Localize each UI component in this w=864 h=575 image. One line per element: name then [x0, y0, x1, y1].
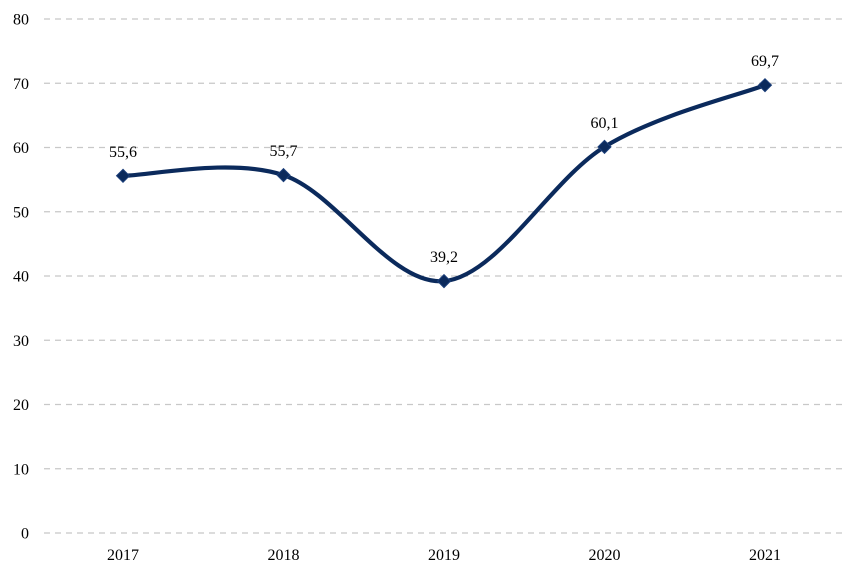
data-markers	[115, 77, 773, 289]
y-tick-label: 60	[13, 140, 29, 157]
data-point-marker	[115, 168, 131, 183]
x-axis-ticks: 2017 2018 2019 2020 2021	[107, 547, 781, 564]
y-tick-label: 30	[13, 333, 29, 350]
x-tick-label: 2017	[107, 547, 139, 564]
x-tick-label: 2021	[749, 547, 781, 564]
y-tick-label: 40	[13, 269, 29, 286]
y-tick-label: 50	[13, 204, 29, 221]
data-point-marker	[276, 167, 291, 183]
x-tick-label: 2019	[428, 547, 460, 564]
data-label: 69,7	[751, 53, 779, 70]
y-tick-label: 10	[13, 461, 29, 478]
data-label: 55,7	[270, 143, 298, 160]
y-tick-label: 20	[13, 397, 29, 414]
y-tick-label: 80	[13, 12, 29, 29]
data-labels: 55,6 55,7 39,2 60,1 69,7	[109, 53, 779, 266]
y-tick-label: 70	[13, 76, 29, 93]
data-label: 39,2	[430, 249, 458, 266]
data-point-marker	[436, 273, 452, 289]
data-point-marker	[757, 77, 773, 93]
x-tick-label: 2018	[268, 547, 300, 564]
x-tick-label: 2020	[589, 547, 621, 564]
y-tick-label: 0	[21, 526, 29, 543]
data-label: 60,1	[591, 115, 619, 132]
data-point-marker	[597, 139, 612, 155]
y-axis-ticks: 0 10 20 30 40 50 60 70 80	[13, 12, 29, 543]
data-label: 55,6	[109, 144, 137, 161]
